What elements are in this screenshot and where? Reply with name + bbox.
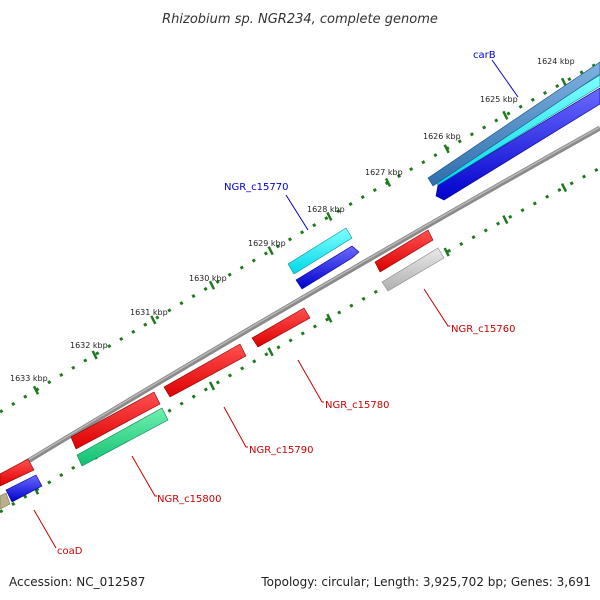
major-tick-outer-6	[384, 177, 392, 188]
gene-label-coaD[interactable]: coaD	[57, 546, 83, 557]
tick-label-1629: 1629 kbp	[248, 239, 286, 248]
outer-tick-ring	[0, 60, 600, 414]
major-tick-outer-2	[150, 315, 157, 325]
leader-carB	[491, 59, 519, 98]
leader-NGR_c15770	[285, 194, 309, 231]
label-leaders	[33, 59, 519, 549]
leader-NGR_c15780	[297, 359, 324, 403]
genome-backbone	[0, 125, 600, 481]
tick-label-1626: 1626 kbp	[423, 132, 461, 141]
leader-NGR_c15800	[131, 455, 157, 497]
gene-NGR_c15790-cds[interactable]	[76, 407, 169, 467]
major-tick-outer-4	[267, 246, 274, 256]
major-tick-inner-8	[502, 215, 509, 225]
major-tick-inner-9	[560, 182, 568, 193]
gene-labels: carB NGR_c15770 NGR_c15760 NGR_c15780 NG…	[57, 50, 516, 557]
major-tick-outer-9	[560, 77, 568, 87]
accession-text: Accession: NC_012587	[9, 575, 145, 589]
gene-label-carB[interactable]: carB	[473, 50, 496, 61]
tick-label-1631: 1631 kbp	[130, 308, 168, 317]
leader-coaD	[33, 509, 57, 549]
major-tick-outer-8	[502, 110, 509, 120]
gene-carB-region[interactable]	[427, 61, 600, 187]
major-tick-inner-5	[326, 313, 333, 323]
gene-label-NGR_c15780[interactable]: NGR_c15780	[325, 400, 390, 411]
gene-NGR_c15760-cds[interactable]	[381, 247, 445, 292]
gene-label-NGR_c15760[interactable]: NGR_c15760	[451, 324, 516, 335]
tick-label-1624: 1624 kbp	[537, 57, 575, 66]
gene-NGR_c15770[interactable]	[287, 227, 353, 275]
gene-coaD[interactable]	[0, 458, 35, 487]
tick-labels: 1624 kbp 1625 kbp 1626 kbp 1627 kbp 1628…	[10, 57, 575, 383]
tick-label-1628: 1628 kbp	[307, 205, 345, 214]
gene-label-NGR_c15800[interactable]: NGR_c15800	[157, 494, 222, 505]
major-tick-outer-5	[326, 211, 333, 221]
major-tick-outer-0	[32, 385, 40, 395]
major-tick-inner-4	[267, 347, 274, 357]
major-tick-inner-7	[443, 247, 450, 257]
gene-label-NGR_c15770[interactable]: NGR_c15770	[224, 182, 289, 193]
gene-NGR_c15780[interactable]	[251, 307, 311, 348]
gene-track	[0, 61, 600, 510]
tick-label-1625: 1625 kbp	[480, 95, 518, 104]
gene-NGR_c15790[interactable]	[70, 391, 161, 450]
gene-label-NGR_c15790[interactable]: NGR_c15790	[249, 445, 314, 456]
gene-NGR_c15770-cds[interactable]	[295, 245, 360, 290]
topology-text: Topology: circular; Length: 3,925,702 bp…	[260, 575, 591, 589]
tick-label-1627: 1627 kbp	[365, 168, 403, 177]
leader-NGR_c15790	[223, 406, 248, 448]
major-tick-outer-1	[91, 350, 98, 360]
gene-carB[interactable]	[435, 87, 600, 201]
gene-edge-fragment[interactable]	[0, 492, 11, 510]
major-tick-outer-7	[443, 144, 450, 154]
major-tick-inner-3	[208, 381, 216, 391]
gene-NGR_c15780-part2[interactable]	[163, 343, 247, 398]
map-title: Rhizobium sp. NGR234, complete genome	[162, 12, 438, 27]
tick-label-1633: 1633 kbp	[10, 374, 48, 383]
major-tick-outer-3	[208, 280, 216, 290]
tick-label-1630: 1630 kbp	[189, 274, 227, 283]
leader-NGR_c15760	[423, 288, 450, 327]
gene-NGR_c15760[interactable]	[374, 229, 434, 273]
tick-label-1632: 1632 kbp	[70, 341, 108, 350]
gene-coaD-neighbor[interactable]	[5, 474, 43, 503]
